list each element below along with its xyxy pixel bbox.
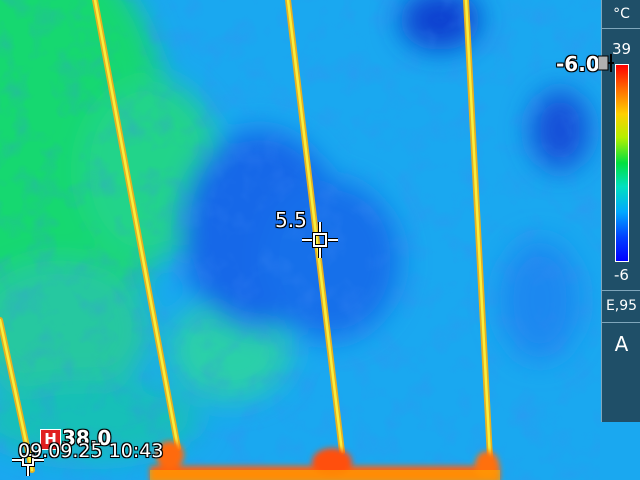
scale-marker-temperature: -6.0 <box>556 52 600 76</box>
hot-spot-badge: H <box>40 429 61 450</box>
emissivity-label: E,95 <box>605 298 638 314</box>
scale-min-label: -6 <box>614 266 629 284</box>
pin-icon <box>598 54 614 72</box>
hot-spot-temperature: 38.0 <box>62 426 112 450</box>
color-scale-bar <box>615 64 629 262</box>
hot-crosshair-icon <box>12 444 44 476</box>
spot-temperature: 5.5 <box>275 208 307 232</box>
unit-label: °C <box>613 6 630 22</box>
temperature-scale-panel: °C 39 -6 E,95 A <box>601 0 640 422</box>
scale-max-label: 39 <box>611 40 632 58</box>
range-mode-label: A <box>614 332 629 356</box>
spot-crosshair-icon <box>302 222 338 258</box>
capture-datetime: 09.09.25 10:43 <box>18 440 164 462</box>
